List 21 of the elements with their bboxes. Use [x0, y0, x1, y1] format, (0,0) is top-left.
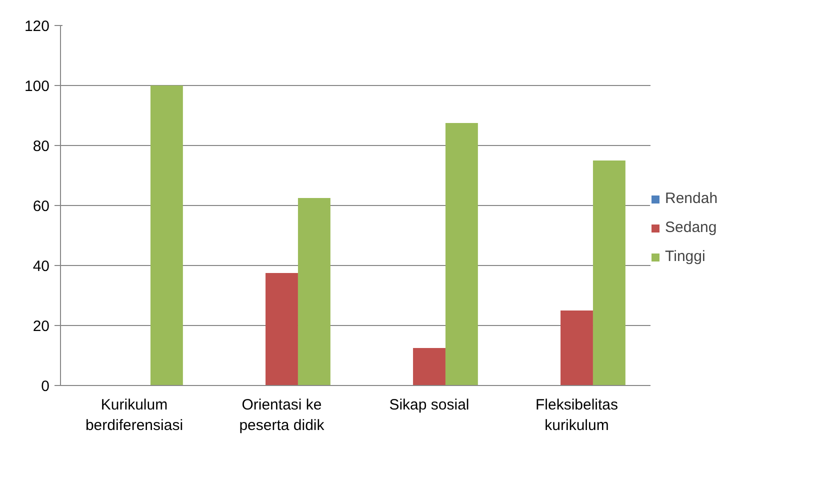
legend-label: Tinggi [665, 248, 706, 265]
y-tick-label: 120 [24, 18, 50, 35]
x-tick-label: Fleksibelitas kurikulum [535, 396, 618, 434]
y-tick-label: 100 [24, 78, 50, 95]
legend-label: Sedang [665, 219, 717, 236]
x-tick-label: Sikap sosial [389, 396, 470, 414]
y-tick-label: 20 [32, 318, 50, 335]
bar [266, 273, 298, 386]
y-tick-label: 40 [32, 258, 50, 275]
bar [560, 310, 593, 386]
bar [298, 198, 330, 386]
bar [150, 86, 183, 386]
y-tick-label: 80 [32, 138, 50, 155]
x-tick-label: Kurikulum berdiferensiasi [85, 396, 184, 434]
legend-label: Rendah [665, 190, 718, 207]
y-tick-label: 0 [41, 378, 50, 395]
bar [445, 123, 478, 386]
x-tick-label: Orientasi ke peserta didik [239, 396, 325, 434]
bar [592, 160, 626, 386]
bar [413, 348, 446, 386]
y-tick-label: 60 [32, 198, 50, 215]
